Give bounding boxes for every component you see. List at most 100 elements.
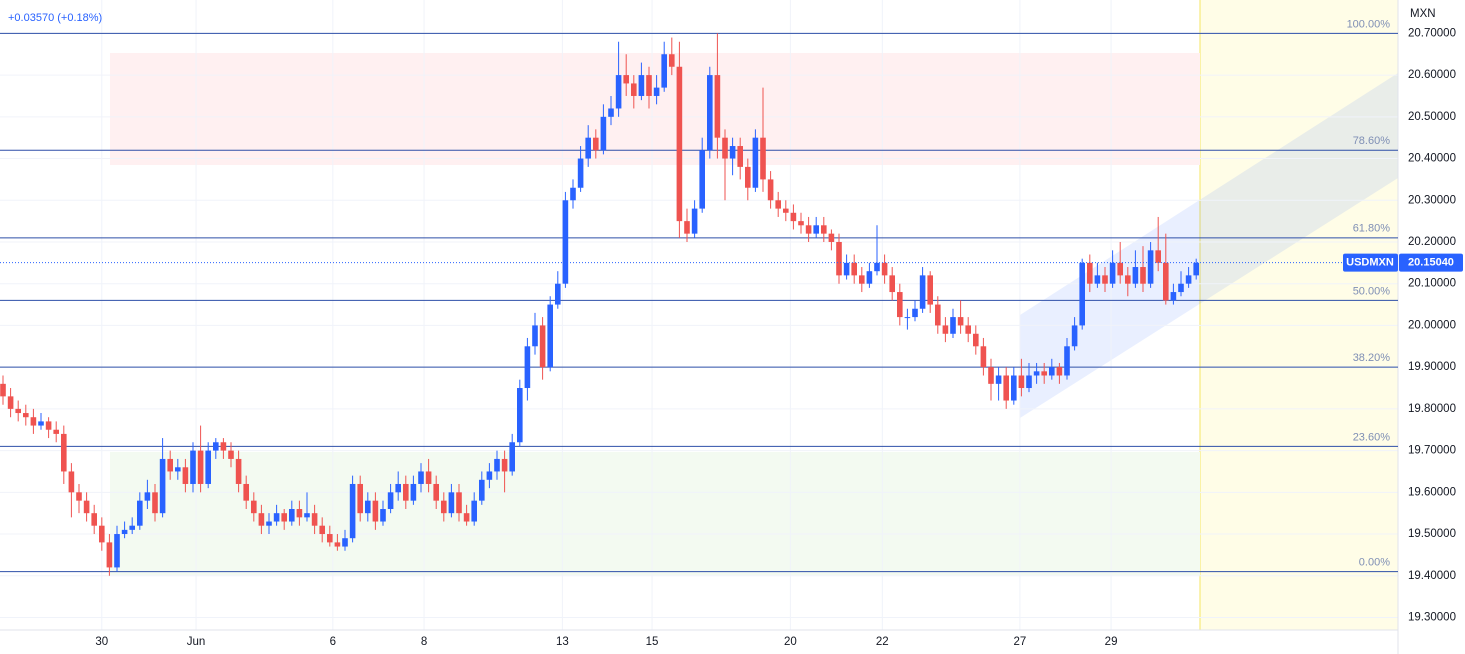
candle-body xyxy=(1041,371,1047,376)
candle-body xyxy=(562,200,569,284)
y-tick-label: 19.70000 xyxy=(1408,445,1456,457)
y-tick-label: 20.50000 xyxy=(1408,111,1456,123)
candle-body xyxy=(152,492,158,514)
candle-body xyxy=(661,54,667,88)
candle-body xyxy=(30,417,37,426)
candle-body xyxy=(1185,275,1192,284)
candle-body xyxy=(251,500,257,514)
candle-body xyxy=(828,233,835,242)
candle-body xyxy=(365,500,371,514)
y-tick-label: 20.40000 xyxy=(1408,153,1456,165)
candle-body xyxy=(1132,267,1139,284)
candle-body xyxy=(121,529,128,535)
candle-body xyxy=(1193,262,1199,276)
candle-body xyxy=(1079,262,1085,326)
y-tick-label: 20.70000 xyxy=(1408,27,1456,39)
price-label: 20.15040 xyxy=(1408,257,1454,269)
price-tag xyxy=(1399,253,1463,272)
candle-body xyxy=(68,471,75,493)
y-tick-label: 20.00000 xyxy=(1408,319,1456,331)
candle-body xyxy=(577,158,584,188)
candle-body xyxy=(205,450,211,484)
candle-body xyxy=(615,75,622,109)
candle-body xyxy=(228,450,234,459)
candle-body xyxy=(410,483,417,501)
candle-body xyxy=(99,525,105,543)
candle-body xyxy=(570,187,576,201)
x-tick-label: 29 xyxy=(1105,636,1118,648)
candle-body xyxy=(395,483,401,493)
candle-body xyxy=(159,458,166,514)
candle-body xyxy=(912,308,918,318)
candle-body xyxy=(1125,275,1131,284)
candle-body xyxy=(61,433,67,472)
candle-body xyxy=(707,75,713,151)
y-tick-label: 19.30000 xyxy=(1408,612,1456,624)
candle-body xyxy=(859,275,865,284)
candle-body xyxy=(213,442,219,451)
candle-body xyxy=(1170,292,1177,301)
candle-body xyxy=(790,212,797,222)
candle-body xyxy=(1178,283,1184,293)
candle-body xyxy=(129,525,135,530)
x-tick-label: 15 xyxy=(646,636,659,648)
candle-body xyxy=(418,471,424,484)
candle-body xyxy=(1094,275,1101,284)
candle-body xyxy=(1011,375,1017,401)
candle-body xyxy=(836,241,842,276)
x-tick-label: Jun xyxy=(187,636,206,648)
symbol: USDMXN xyxy=(1346,257,1394,269)
candle-body xyxy=(479,479,485,501)
candle-body xyxy=(266,521,272,526)
candle-body xyxy=(638,75,645,96)
candle-body xyxy=(220,442,227,451)
candle-body xyxy=(91,513,97,526)
candle-body xyxy=(342,538,348,547)
candle-body xyxy=(501,458,508,472)
candle-body xyxy=(737,146,743,167)
candle-body xyxy=(296,509,303,518)
candle-body xyxy=(729,146,736,159)
candle-body xyxy=(1155,250,1161,263)
channel xyxy=(1020,73,1398,418)
candle-body xyxy=(684,221,690,234)
candle-body xyxy=(897,292,903,318)
candle-body xyxy=(1003,375,1009,401)
candle-body xyxy=(319,525,325,535)
candle-body xyxy=(357,483,363,514)
candle-body xyxy=(555,283,561,305)
candle-body xyxy=(714,75,721,138)
y-tick-label: 20.30000 xyxy=(1408,194,1456,206)
candle-body xyxy=(593,137,599,151)
candle-body xyxy=(425,471,432,484)
candle-body xyxy=(745,166,751,188)
candle-body xyxy=(38,421,44,426)
candle-body xyxy=(775,200,781,209)
change-text: +0.03570 (+0.18%) xyxy=(8,12,102,24)
candle-body xyxy=(273,513,280,522)
candle-body xyxy=(471,500,477,522)
candle-body xyxy=(722,137,728,159)
candle-body xyxy=(585,137,591,159)
candle-body xyxy=(53,429,59,434)
resistance-zone xyxy=(110,53,1200,165)
y-tick-label: 19.50000 xyxy=(1408,528,1456,540)
candle-body xyxy=(289,509,295,522)
x-tick-label: 8 xyxy=(421,636,427,648)
candle-body xyxy=(676,66,683,222)
candle-body xyxy=(334,542,341,547)
fib-label: 0.00% xyxy=(1359,556,1390,568)
candle-body xyxy=(1064,346,1070,376)
candle-body xyxy=(281,513,287,522)
candle-body xyxy=(524,346,531,389)
y-tick-label: 20.20000 xyxy=(1408,236,1456,248)
candle-body xyxy=(1147,250,1154,284)
candle-body xyxy=(23,413,29,418)
candle-body xyxy=(1163,262,1169,301)
candle-body xyxy=(1109,262,1116,284)
future-zone xyxy=(1200,0,1398,630)
candle-body xyxy=(45,421,52,430)
candle-body xyxy=(631,83,637,96)
candle-body xyxy=(15,408,21,414)
candle-body xyxy=(805,225,812,234)
